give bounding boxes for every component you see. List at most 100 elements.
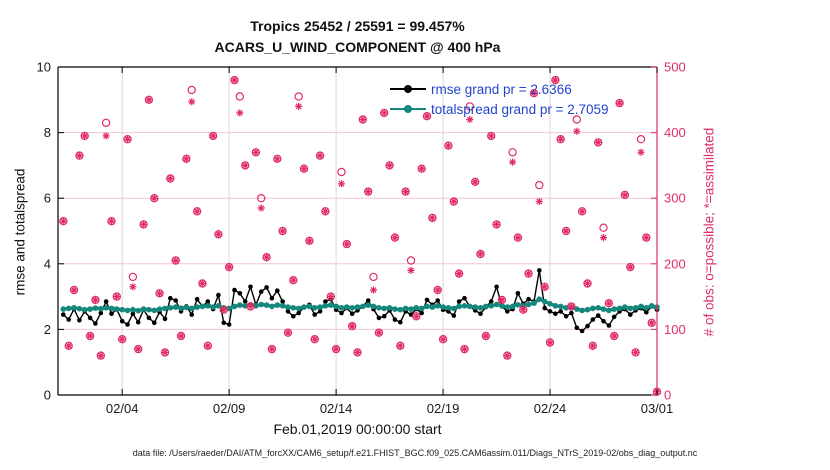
left-tick-label: 6 — [44, 191, 51, 206]
marker-totalspread — [65, 305, 72, 312]
marker-totalspread — [81, 306, 88, 313]
marker-totalspread — [290, 305, 297, 311]
marker-totalspread — [258, 301, 265, 308]
marker-totalspread — [408, 306, 414, 312]
marker-rmse — [264, 285, 269, 290]
marker-totalspread — [595, 305, 601, 311]
marker-possible — [235, 92, 244, 101]
left-tick-label: 8 — [44, 125, 51, 140]
marker-totalspread — [98, 305, 104, 312]
marker-totalspread — [638, 303, 644, 310]
x-tick-label: 03/01 — [641, 401, 674, 416]
marker-totalspread — [263, 302, 270, 308]
marker-totalspread — [76, 305, 83, 312]
marker-rmse — [381, 314, 387, 319]
marker-rmse — [66, 317, 71, 322]
marker-totalspread — [338, 305, 345, 311]
marker-totalspread — [71, 305, 77, 311]
marker-totalspread — [365, 302, 372, 308]
marker-totalspread — [269, 303, 275, 310]
marker-rmse — [291, 314, 296, 319]
marker-totalspread — [648, 303, 655, 309]
legend-row-rmse: rmse grand pr = 2.6366 — [390, 79, 609, 99]
marker-rmse — [232, 287, 237, 293]
marker-rmse — [323, 299, 328, 304]
marker-totalspread — [178, 305, 184, 311]
marker-totalspread — [183, 304, 190, 311]
marker-totalspread — [493, 301, 500, 308]
marker-assimilated — [59, 76, 661, 396]
marker-possible — [187, 85, 196, 95]
marker-rmse — [216, 292, 221, 298]
marker-rmse — [312, 312, 318, 317]
marker-possible — [101, 118, 111, 128]
marker-rmse — [553, 311, 558, 317]
marker-possible — [636, 134, 646, 144]
marker-rmse — [392, 317, 398, 322]
marker-possible — [535, 180, 544, 190]
marker-totalspread — [632, 305, 639, 311]
marker-totalspread — [114, 306, 120, 312]
marker-rmse — [547, 309, 553, 314]
marker-rmse — [478, 311, 483, 317]
chart-title: Tropics 25452 / 25591 = 99.457% — [250, 18, 465, 34]
marker-totalspread — [445, 305, 452, 311]
marker-rmse — [537, 268, 542, 273]
marker-rmse — [574, 325, 580, 331]
marker-rmse — [456, 299, 462, 304]
marker-totalspread — [402, 305, 409, 312]
legend-row-totalspread: totalspread grand pr = 2.7059 — [390, 99, 609, 119]
marker-totalspread — [477, 305, 484, 311]
marker-rmse — [119, 318, 125, 324]
marker-totalspread — [376, 305, 382, 311]
marker-rmse — [146, 315, 152, 321]
marker-rmse — [349, 311, 355, 317]
marker-rmse — [189, 312, 194, 317]
marker-rmse — [93, 321, 98, 326]
marker-totalspread — [301, 304, 307, 310]
title-block: Tropics 25452 / 25591 = 99.457% ACARS_U_… — [58, 16, 657, 58]
marker-totalspread — [574, 306, 580, 312]
right-tick-label: 0 — [664, 388, 671, 403]
marker-rmse — [130, 311, 136, 317]
marker-totalspread — [354, 304, 361, 310]
legend-label-totalspread: totalspread grand pr = 2.7059 — [431, 101, 609, 117]
marker-rmse — [248, 284, 253, 290]
marker-totalspread — [237, 302, 243, 308]
marker-totalspread — [199, 303, 206, 310]
marker-totalspread — [210, 304, 216, 310]
marker-totalspread — [285, 304, 291, 310]
marker-totalspread — [188, 305, 195, 312]
marker-rmse — [242, 299, 248, 304]
marker-totalspread — [349, 305, 356, 311]
marker-rmse — [152, 320, 157, 326]
right-tick-label: 100 — [664, 322, 686, 337]
marker-totalspread — [606, 307, 612, 314]
marker-totalspread — [611, 306, 617, 312]
x-tick-label: 02/09 — [213, 401, 246, 416]
marker-totalspread — [386, 305, 393, 311]
marker-rmse — [569, 310, 574, 316]
right-tick-label: 500 — [664, 60, 686, 75]
marker-rmse — [365, 298, 371, 303]
marker-totalspread — [504, 304, 511, 310]
marker-totalspread — [87, 306, 93, 312]
marker-possible — [465, 102, 474, 111]
marker-rmse — [611, 314, 617, 320]
right-tick-label: 300 — [664, 191, 686, 206]
marker-rmse — [542, 305, 547, 311]
marker-rmse — [601, 318, 606, 324]
marker-rmse — [226, 322, 232, 327]
marker-rmse — [339, 310, 344, 316]
marker-rmse — [103, 299, 109, 304]
marker-totalspread — [274, 302, 281, 308]
marker-totalspread — [461, 303, 468, 309]
marker-totalspread — [135, 307, 141, 314]
marker-totalspread — [306, 303, 313, 310]
marker-possible — [337, 167, 346, 177]
marker-totalspread — [429, 304, 436, 310]
legend: rmse grand pr = 2.6366 totalspread grand… — [390, 79, 609, 119]
marker-possible — [294, 92, 303, 101]
